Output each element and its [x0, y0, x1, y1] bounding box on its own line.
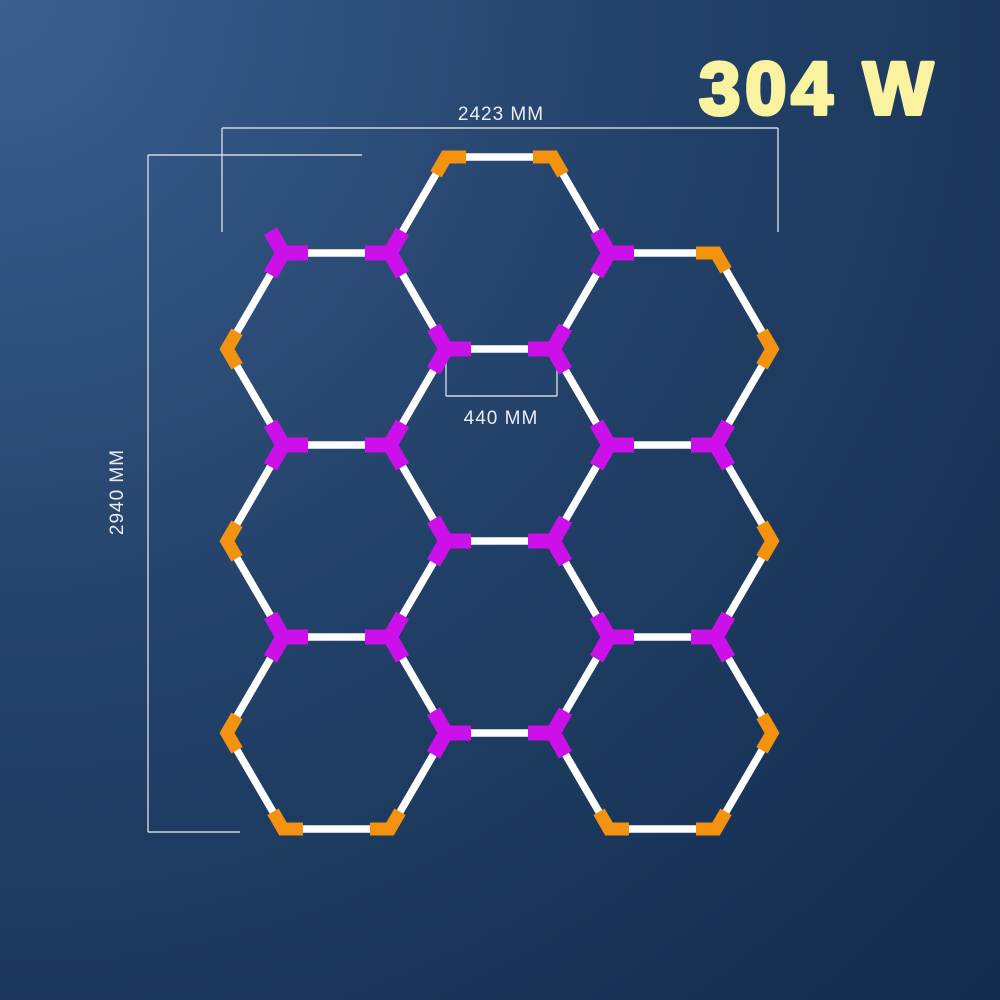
width-dimension-label: 2423 MM: [458, 104, 544, 125]
connector-corner: [219, 712, 243, 754]
connector-corner: [696, 246, 732, 274]
hex-connectors: [219, 150, 780, 836]
connector-3way: [590, 419, 634, 471]
connector-3way: [590, 227, 634, 279]
hex-edge-dimension-label: 440 MM: [464, 408, 539, 429]
connector-3way: [691, 419, 735, 471]
height-dimension-label: 2940 MM: [107, 449, 128, 535]
connector-corner: [267, 808, 303, 836]
connector-corner: [533, 150, 569, 178]
connector-3way: [264, 227, 308, 279]
connector-3way: [427, 323, 471, 375]
wattage-label: 304 W: [699, 47, 938, 130]
connector-3way: [528, 707, 572, 759]
connector-corner: [430, 150, 466, 178]
connector-3way: [590, 611, 634, 663]
connector-corner: [696, 808, 732, 836]
connector-corner: [370, 808, 406, 836]
connector-corner: [756, 520, 780, 562]
connector-3way: [365, 419, 409, 471]
connector-corner: [593, 808, 629, 836]
connector-corner: [219, 328, 243, 370]
connector-3way: [264, 419, 308, 471]
connector-3way: [528, 515, 572, 567]
connector-corner: [756, 328, 780, 370]
connector-3way: [264, 611, 308, 663]
connector-corner: [219, 520, 243, 562]
dimension-lines: [147, 127, 779, 833]
connector-corner: [756, 712, 780, 754]
connector-3way: [528, 323, 572, 375]
connector-3way: [365, 227, 409, 279]
connector-3way: [691, 611, 735, 663]
connector-3way: [427, 515, 471, 567]
connector-3way: [365, 611, 409, 663]
connector-3way: [427, 707, 471, 759]
